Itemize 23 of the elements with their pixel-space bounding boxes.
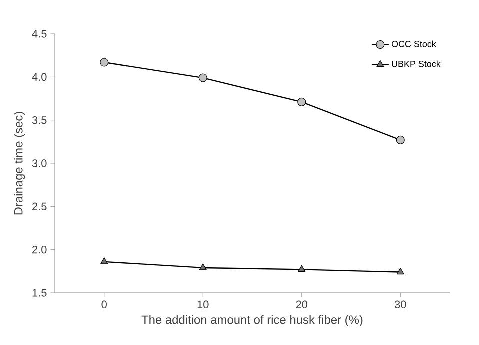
point (100, 58, 109, 67)
y-axis-title: Drainage time (sec) (14, 112, 26, 215)
y-tick-label: 2.0 (32, 246, 47, 254)
y-tick-label: 2.5 (32, 202, 47, 211)
y-tick-label: 4.5 (32, 30, 47, 38)
x-tick-label: 30 (394, 300, 406, 309)
point (396, 268, 404, 275)
point (198, 74, 208, 82)
point (298, 98, 306, 106)
x-tick-label: 20 (296, 300, 308, 309)
point (298, 265, 306, 272)
x-tick-label: 10 (198, 300, 209, 309)
y-tick-label: 3.5 (32, 116, 47, 124)
y-tick-label: 3.0 (32, 160, 47, 168)
point (199, 264, 207, 270)
x-tick-label: 0 (102, 300, 107, 309)
y-tick-label: 4.0 (32, 73, 47, 82)
legend-label: UBKP Stock (392, 60, 441, 68)
point (396, 136, 405, 144)
y-tick-label: 1.5 (32, 289, 47, 297)
point (100, 258, 108, 264)
x-axis-title: The addition amount of rice husk fiber (%) (142, 315, 363, 327)
legend-label: OCC Stock (392, 40, 436, 48)
